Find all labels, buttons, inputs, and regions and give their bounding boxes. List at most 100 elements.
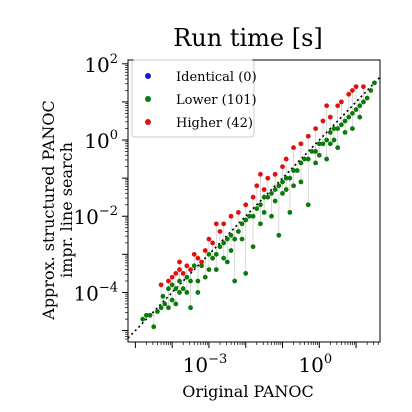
- data-point: [210, 255, 216, 261]
- data-point: [166, 305, 171, 311]
- data-point: [213, 221, 219, 227]
- data-point: [258, 221, 263, 227]
- y-tick-label: 102: [84, 52, 118, 77]
- data-point: [298, 179, 304, 185]
- data-point: [324, 103, 330, 109]
- x-axis-label: Original PANOC: [182, 382, 314, 401]
- data-point: [235, 229, 241, 234]
- chart-title: Run time [s]: [173, 24, 323, 52]
- y-axis-label-line1-main: Approx. structured: [39, 166, 58, 321]
- data-point: [184, 274, 190, 280]
- data-point: [361, 99, 366, 105]
- data-point: [228, 248, 234, 253]
- data-point: [350, 110, 355, 116]
- data-point: [169, 282, 175, 288]
- data-point: [353, 107, 359, 112]
- data-point: [195, 290, 201, 295]
- data-point: [261, 187, 267, 192]
- data-point: [372, 80, 377, 86]
- y-axis-ticks: 10−4 10−2 100 102: [73, 52, 128, 340]
- data-point: [269, 190, 274, 196]
- x-axis-label-sc: PANOC: [254, 382, 314, 401]
- data-point: [221, 240, 227, 246]
- data-point: [250, 244, 256, 250]
- data-point: [162, 301, 168, 307]
- data-point: [177, 267, 182, 272]
- data-point: [232, 236, 238, 242]
- x-tick-label: 10−3: [183, 352, 228, 377]
- y-axis-label-line1-sc: PANOC: [39, 100, 58, 160]
- data-point: [210, 240, 216, 246]
- data-point: [272, 198, 278, 204]
- data-point: [243, 202, 249, 208]
- data-point: [213, 251, 219, 257]
- data-point: [151, 324, 157, 330]
- data-point: [221, 221, 227, 227]
- y-tick-label: 10−2: [73, 204, 118, 229]
- legend-label: Identical (0): [176, 70, 257, 85]
- data-point: [224, 236, 230, 242]
- data-point: [258, 171, 263, 177]
- data-point: [327, 141, 333, 147]
- data-point: [335, 145, 341, 151]
- y-tick-label: 100: [84, 128, 118, 153]
- data-point: [166, 278, 171, 284]
- data-point: [335, 103, 341, 109]
- data-point: [313, 126, 319, 131]
- data-point: [294, 168, 300, 173]
- legend-marker: [145, 119, 151, 125]
- y-axis-label-line1: Approx. structured PANOC: [39, 100, 58, 320]
- data-point: [291, 168, 296, 173]
- data-point: [254, 183, 260, 189]
- data-point: [291, 145, 296, 151]
- data-point: [283, 156, 289, 162]
- data-point: [188, 278, 193, 284]
- data-point: [272, 187, 278, 192]
- data-point: [247, 213, 252, 219]
- y-axis-label-line2: impr. line search: [57, 142, 76, 278]
- data-point: [302, 156, 307, 162]
- data-point: [180, 271, 186, 276]
- y-tick-label: 10−4: [73, 280, 118, 305]
- data-point: [338, 122, 344, 128]
- data-point: [327, 130, 333, 135]
- data-point: [217, 244, 223, 250]
- x-axis-label-main: Original: [182, 382, 248, 401]
- data-point: [191, 263, 197, 269]
- data-point: [195, 255, 201, 261]
- data-point: [283, 175, 289, 181]
- data-point: [280, 164, 285, 170]
- y-axis-label: Approx. structured PANOC impr. line sear…: [39, 100, 76, 320]
- data-point: [331, 126, 337, 131]
- data-point: [155, 309, 160, 314]
- data-point: [250, 194, 256, 200]
- data-point: [217, 229, 223, 234]
- x-axis-ticks: 10−3 100: [134, 342, 379, 377]
- data-point: [327, 114, 333, 120]
- data-point: [184, 263, 190, 269]
- legend: Identical (0) Lower (101) Higher (42): [131, 59, 257, 138]
- data-point: [313, 160, 319, 166]
- data-point: [180, 286, 186, 292]
- data-point: [228, 232, 234, 238]
- data-point: [331, 137, 337, 143]
- data-point: [140, 316, 146, 322]
- data-point: [166, 286, 171, 292]
- data-point: [346, 91, 352, 97]
- legend-marker: [145, 73, 151, 79]
- data-point: [309, 149, 315, 154]
- data-point: [305, 202, 311, 208]
- data-point: [320, 141, 326, 147]
- data-point: [158, 305, 164, 311]
- data-point: [191, 251, 197, 257]
- data-point: [346, 114, 352, 120]
- data-point: [305, 156, 311, 162]
- data-point: [199, 263, 204, 269]
- identity-diagonal: [127, 76, 381, 339]
- data-points: [140, 80, 377, 330]
- data-point: [221, 255, 227, 261]
- data-point: [160, 293, 166, 299]
- data-point: [173, 301, 179, 307]
- data-point: [261, 210, 267, 215]
- data-point: [258, 202, 263, 208]
